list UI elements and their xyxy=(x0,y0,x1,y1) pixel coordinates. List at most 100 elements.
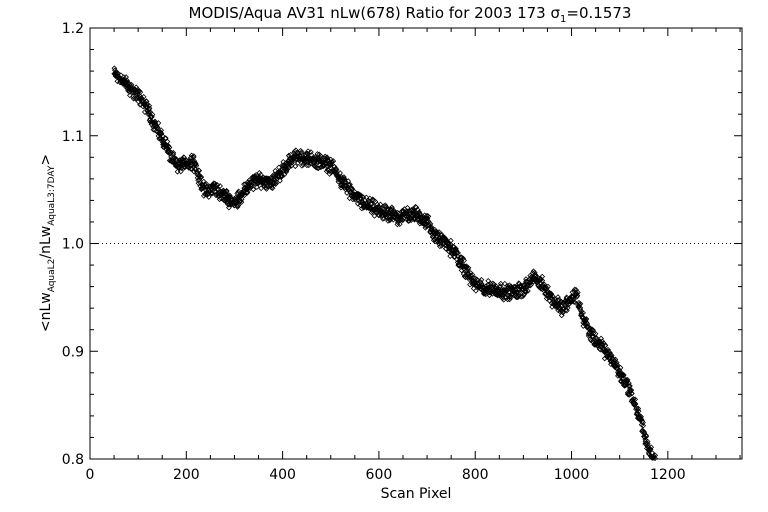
data-point xyxy=(150,126,157,133)
data-point xyxy=(427,221,434,227)
data-point xyxy=(580,310,586,316)
data-point xyxy=(305,162,312,169)
data-point xyxy=(564,304,571,311)
data-point xyxy=(238,196,245,203)
data-point xyxy=(270,179,277,186)
data-point xyxy=(589,327,596,334)
data-point xyxy=(235,202,242,209)
data-point xyxy=(434,229,441,236)
data-point xyxy=(476,283,483,290)
data-point xyxy=(166,144,173,151)
data-point xyxy=(128,81,135,88)
data-point xyxy=(111,65,118,72)
data-point xyxy=(197,174,204,181)
data-point xyxy=(520,293,526,300)
data-point xyxy=(279,172,285,179)
data-point xyxy=(263,186,270,192)
data-point xyxy=(556,304,563,311)
data-point xyxy=(154,124,161,131)
y-label-open: <nLw xyxy=(38,292,54,332)
chart-title-sigma-sub: 1 xyxy=(560,14,566,25)
chart-title-main: MODIS/Aqua AV31 nLw(678) Ratio for 2003 … xyxy=(189,4,551,22)
data-point xyxy=(262,184,269,191)
data-point xyxy=(571,299,578,305)
data-point xyxy=(346,195,353,202)
data-point xyxy=(367,200,374,207)
data-point xyxy=(130,95,137,102)
data-point xyxy=(574,292,581,299)
data-point xyxy=(615,370,622,377)
x-tick-label: 400 xyxy=(269,467,296,483)
data-point xyxy=(118,72,124,79)
data-point xyxy=(481,284,487,290)
data-point xyxy=(137,89,144,95)
data-point xyxy=(141,109,148,115)
data-point xyxy=(226,192,233,199)
data-point xyxy=(638,413,644,420)
data-point xyxy=(404,208,410,214)
y-axis-label: <nLwAquaL2/nLwAquaL3:7DAY> xyxy=(38,154,57,332)
data-point xyxy=(205,194,212,200)
y-tick-label: 1.2 xyxy=(62,21,84,37)
data-point xyxy=(652,455,658,462)
data-point xyxy=(574,291,580,297)
data-point xyxy=(635,408,642,414)
data-point xyxy=(620,372,627,379)
data-point xyxy=(617,364,624,371)
y-tick-label: 1.0 xyxy=(62,237,84,253)
data-point xyxy=(643,432,649,439)
data-point xyxy=(515,292,522,299)
data-point xyxy=(371,213,378,219)
data-point xyxy=(463,264,470,271)
data-point xyxy=(341,174,347,180)
data-point xyxy=(162,135,169,141)
data-point xyxy=(626,383,632,390)
data-point xyxy=(269,185,276,191)
data-point xyxy=(170,149,177,156)
data-point xyxy=(155,120,162,126)
data-point xyxy=(382,202,389,209)
x-tick-label: 0 xyxy=(86,467,95,483)
data-point xyxy=(298,149,305,155)
data-point xyxy=(583,316,590,322)
data-point xyxy=(535,282,542,288)
data-point xyxy=(315,159,321,166)
data-point xyxy=(442,236,449,242)
data-point xyxy=(280,159,287,165)
data-point xyxy=(337,170,343,176)
data-point xyxy=(140,94,147,100)
data-point xyxy=(556,306,563,312)
data-point xyxy=(640,419,646,426)
data-point xyxy=(221,188,228,195)
data-point xyxy=(390,214,397,220)
data-point xyxy=(277,177,283,184)
data-point xyxy=(152,118,158,125)
data-point xyxy=(523,288,529,295)
x-axis-label: Scan Pixel xyxy=(381,486,452,502)
data-point xyxy=(539,277,546,284)
data-point xyxy=(146,109,152,115)
chart-title: MODIS/Aqua AV31 nLw(678) Ratio for 2003 … xyxy=(189,4,632,25)
data-point xyxy=(462,268,469,274)
y-tick-label: 0.9 xyxy=(62,344,84,360)
data-point xyxy=(570,296,577,302)
data-point xyxy=(648,444,655,451)
data-point xyxy=(285,152,292,159)
data-point xyxy=(398,216,405,223)
data-point xyxy=(226,204,232,211)
data-point xyxy=(358,205,365,212)
data-point xyxy=(506,296,513,303)
data-point xyxy=(314,151,321,157)
data-point xyxy=(244,189,251,195)
data-point xyxy=(389,204,395,211)
data-point xyxy=(593,335,600,342)
data-point xyxy=(138,95,145,102)
data-point xyxy=(308,149,314,155)
data-point xyxy=(574,289,581,296)
data-point xyxy=(234,204,241,210)
data-point xyxy=(181,154,187,161)
data-point xyxy=(293,147,299,154)
chart-title-sigma: σ xyxy=(551,4,561,22)
data-point xyxy=(589,333,596,340)
data-point xyxy=(356,192,363,199)
